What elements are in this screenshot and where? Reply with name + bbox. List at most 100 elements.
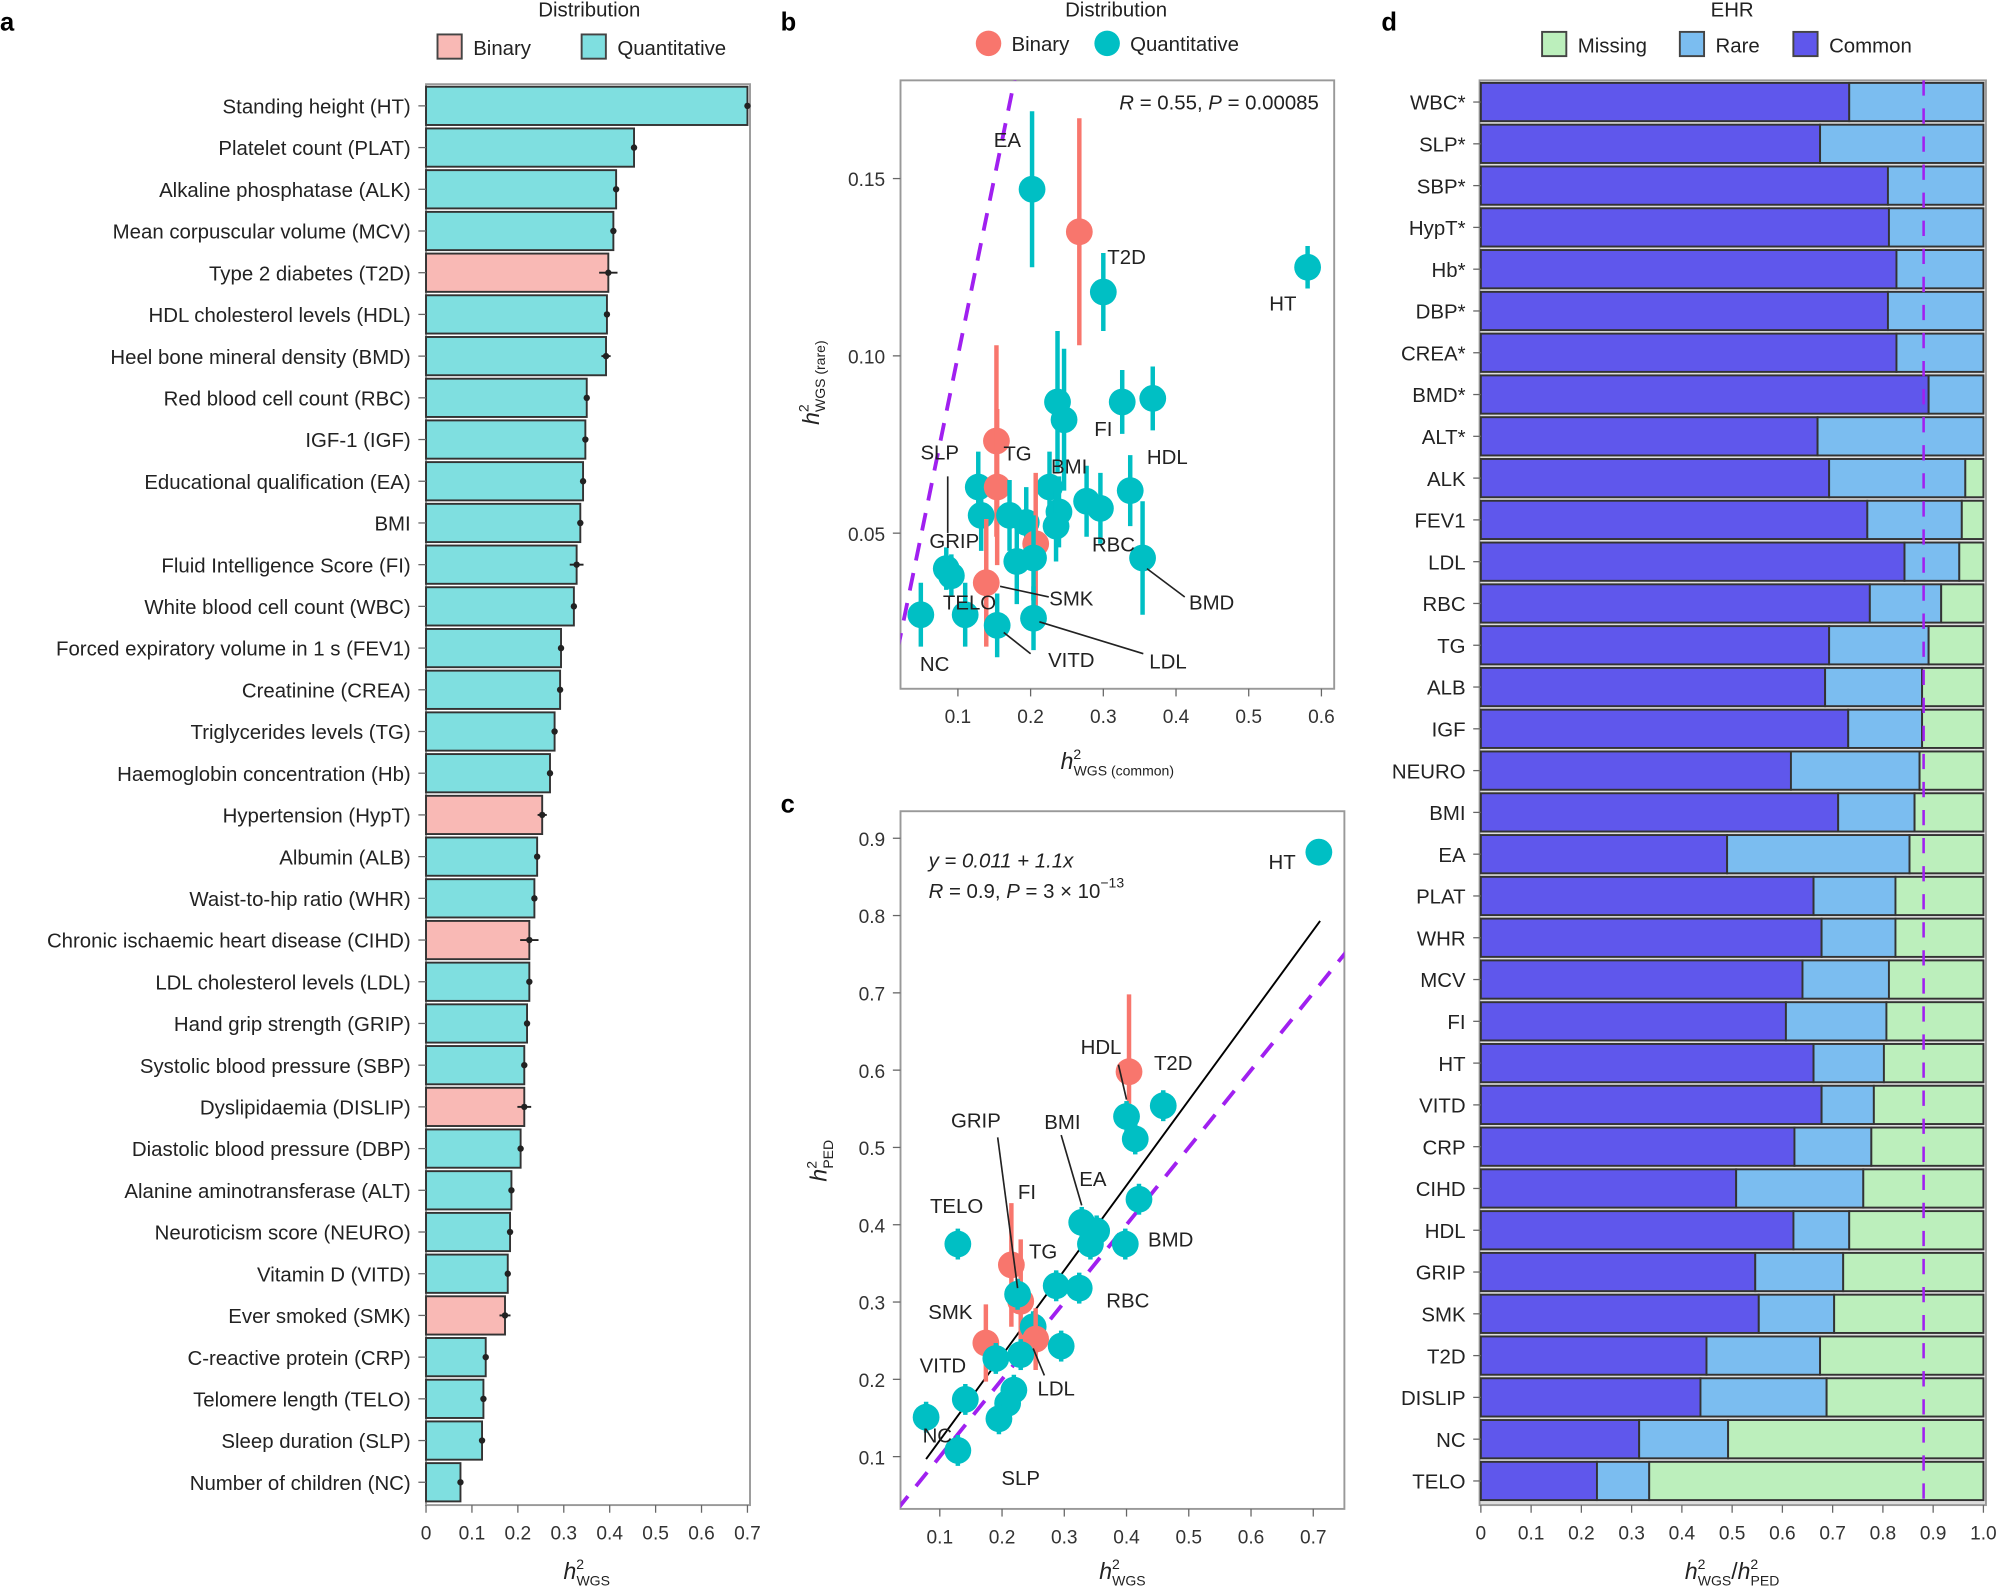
category-label: WBC* — [1410, 93, 1466, 115]
point-label: HDL — [1081, 1037, 1122, 1059]
axis-label-sup: 2 — [1073, 746, 1081, 762]
x-tick-label: 0 — [421, 1524, 432, 1545]
bar-25 — [425, 1128, 522, 1169]
bar-segment-rare-13 — [1828, 625, 1930, 666]
category-label: Type 2 diabetes (T2D) — [209, 263, 411, 285]
bar-point-5 — [603, 311, 611, 318]
bar-20 — [425, 919, 531, 961]
bar-12 — [425, 586, 575, 627]
panel-c-scatter: HT HDL T2D GRIP BMI EA FI TELO BMD TG RBC SMK VITD LD… — [803, 810, 1346, 1588]
bar-21 — [425, 961, 531, 1002]
data-point-4 — [1121, 1125, 1149, 1153]
y-tick-label: 0.1 — [859, 1448, 886, 1469]
bar-point-13 — [557, 644, 565, 652]
bar-segment-missing-27 — [1848, 1210, 1985, 1251]
category-label: NC — [1436, 1430, 1465, 1452]
x-tick-label: 0.3 — [1618, 1524, 1645, 1545]
bar-2 — [425, 169, 618, 210]
bar-33 — [425, 1462, 462, 1503]
bar-segment-rare-29 — [1757, 1293, 1836, 1334]
data-point-22 — [937, 562, 965, 590]
point-label: SMK — [928, 1302, 973, 1324]
bar-segment-rare-16 — [1789, 750, 1921, 791]
bar-segment-common-15 — [1479, 708, 1850, 749]
bar-point-1 — [630, 144, 638, 151]
axis-label-sup: 2 — [796, 404, 812, 412]
category-label: Systolic blood pressure (SBP) — [140, 1056, 411, 1078]
axis-label-sub2: PED — [1751, 1572, 1780, 1588]
bar-1 — [425, 127, 635, 168]
axis-label-base: h — [1061, 748, 1074, 774]
legend-title: Distribution — [538, 0, 640, 22]
legend-quantitative-swatch — [580, 33, 607, 60]
point-label: TG — [1003, 443, 1031, 465]
legend-common-swatch — [1792, 30, 1819, 58]
x-tick-label: 0.9 — [1920, 1524, 1947, 1545]
bar-segment-missing-25 — [1870, 1126, 1985, 1167]
x-tick-label: 0.4 — [1163, 707, 1190, 728]
bar-segment-common-30 — [1479, 1335, 1708, 1376]
category-label: ALT* — [1422, 427, 1466, 449]
category-label: DISLIP — [1401, 1388, 1466, 1410]
legend-title: EHR — [1711, 0, 1754, 22]
y-tick-label: 0.3 — [859, 1294, 886, 1315]
category-label: Red blood cell count (RBC) — [164, 388, 411, 410]
legend-missing-swatch — [1541, 30, 1568, 58]
data-point-29 — [983, 611, 1011, 639]
point-label: BMD — [1148, 1229, 1193, 1251]
axis-label-sup: 2 — [1112, 1556, 1120, 1572]
axis-label-base2: h — [1738, 1558, 1751, 1584]
data-point-19 — [1047, 1332, 1075, 1360]
category-label: VITD — [1419, 1096, 1465, 1118]
x-tick-label: 0.6 — [1308, 707, 1335, 728]
bar-27 — [425, 1211, 512, 1253]
category-label: CREA* — [1401, 343, 1466, 365]
bar-point-0 — [744, 102, 751, 110]
stat-r-label: R — [929, 881, 944, 903]
data-point-11 — [967, 502, 995, 529]
category-label: Telomere length (TELO) — [193, 1389, 411, 1411]
bar-11 — [425, 544, 578, 585]
point-label: SLP — [1001, 1468, 1040, 1490]
bar-point-8 — [582, 436, 589, 443]
bar-8 — [425, 419, 587, 460]
category-label: White blood cell count (WBC) — [144, 597, 410, 619]
leader-line-13 — [1032, 1348, 1046, 1376]
x-tick-label: 0.6 — [1238, 1527, 1265, 1548]
bar-segment-rare-0 — [1848, 81, 1985, 123]
legend-binary-swatch — [975, 30, 1002, 57]
point-label: BMI — [1051, 456, 1087, 478]
stat-p-value: = 0.00085 — [1222, 93, 1319, 115]
data-point-30 — [1020, 604, 1047, 632]
category-label: Educational qualification (EA) — [144, 472, 410, 494]
bar-6 — [425, 336, 607, 377]
plot-area: HT HDL T2D GRIP BMI EA FI TELO BMD TG RBC SMK VITD LD… — [900, 838, 1345, 1509]
bar-segment-rare-3 — [1887, 207, 1985, 248]
category-label: IGF-1 (IGF) — [305, 430, 410, 452]
category-label: Mean corpuscular volume (MCV) — [113, 222, 411, 244]
x-tick-label: 0.1 — [926, 1527, 953, 1548]
bar-segment-rare-32 — [1638, 1419, 1730, 1460]
category-label: Albumin (ALB) — [279, 847, 410, 869]
point-label: SMK — [1049, 589, 1094, 611]
x-tick-label: 0.2 — [505, 1524, 532, 1545]
bar-segment-common-14 — [1479, 666, 1827, 708]
y-tick-label: 0.05 — [848, 525, 885, 546]
bar-segment-missing-29 — [1833, 1293, 1985, 1334]
bar-point-31 — [480, 1395, 487, 1403]
bar-segment-rare-31 — [1699, 1377, 1828, 1418]
legend-binary-swatch — [436, 33, 463, 60]
bar-23 — [425, 1045, 526, 1086]
leader-line-15 — [1039, 621, 1144, 655]
bar-segment-rare-21 — [1801, 959, 1890, 1000]
bar-point-12 — [570, 603, 578, 610]
bar-segment-common-11 — [1479, 541, 1906, 582]
bar-10 — [425, 502, 582, 544]
bar-segment-common-28 — [1479, 1251, 1757, 1293]
axis-label-sub: WGS — [1698, 1572, 1731, 1588]
point-label: NC — [923, 1426, 952, 1448]
bar-segment-rare-24 — [1820, 1084, 1875, 1125]
category-label: LDL — [1428, 552, 1465, 574]
bar-9 — [425, 461, 585, 502]
axis-label-sup: 2 — [576, 1556, 584, 1572]
